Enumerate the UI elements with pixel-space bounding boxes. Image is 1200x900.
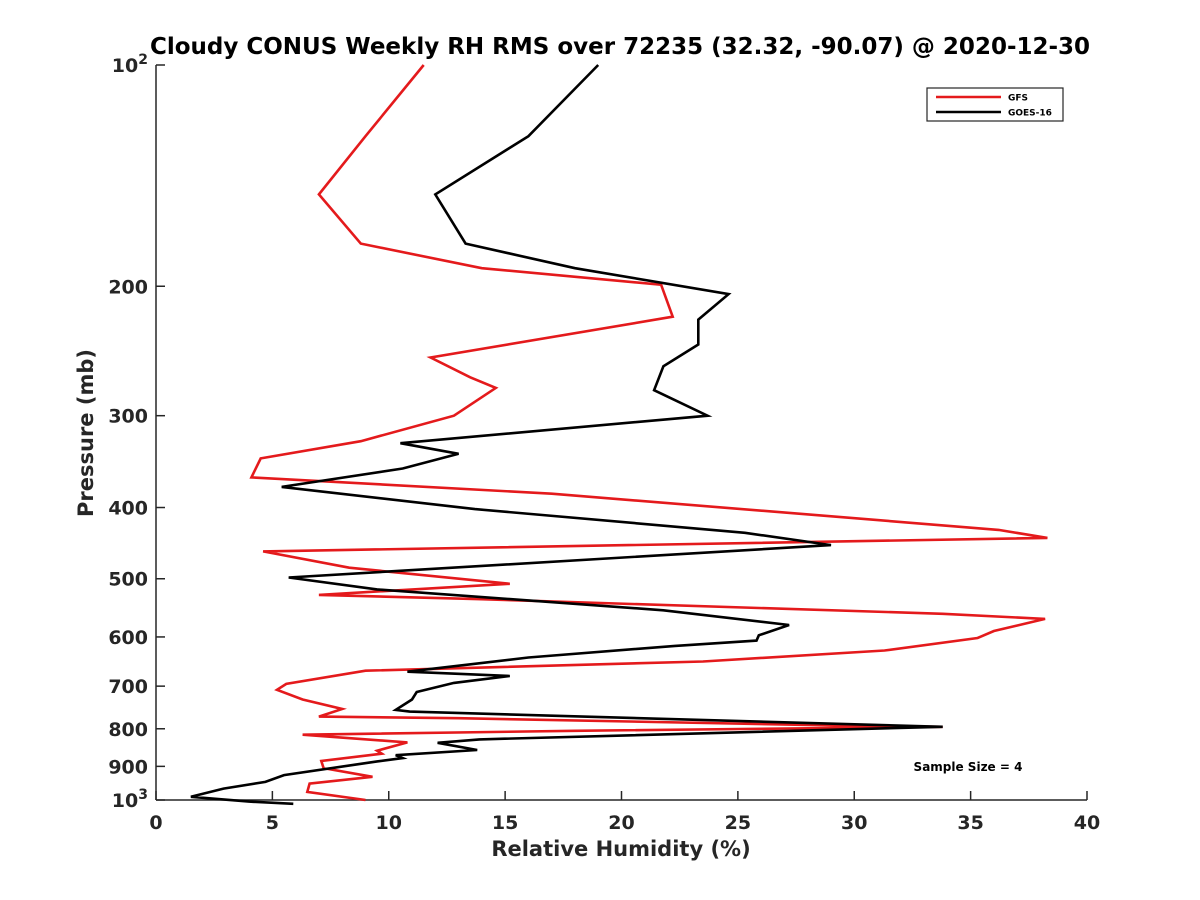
series-line-goes-16	[190, 64, 943, 806]
x-axis-title: Relative Humidity (%)	[491, 837, 750, 861]
y-ticks: 102 200 300 400 500 600 700 800 900 103	[108, 52, 165, 812]
x-tick-label: 20	[608, 812, 634, 834]
y-axis-title: Pressure (mb)	[74, 349, 98, 517]
y-tick-label: 500	[108, 569, 148, 591]
y-tick-label: 300	[108, 406, 148, 428]
x-ticks: 0 5 10 15 20 25 30 35 40	[149, 791, 1100, 834]
y-tick-label: 700	[108, 676, 148, 698]
sample-size-annotation: Sample Size = 4	[914, 760, 1023, 774]
chart-title: Cloudy CONUS Weekly RH RMS over 72235 (3…	[150, 34, 1090, 60]
x-tick-label: 5	[266, 812, 279, 834]
legend-label-goes-16: GOES-16	[1008, 109, 1052, 119]
x-tick-label: 30	[841, 812, 867, 834]
plot-area	[155, 65, 1087, 801]
x-tick-label: 15	[492, 812, 518, 834]
x-tick-label: 40	[1074, 812, 1100, 834]
y-tick-label: 103	[112, 787, 148, 812]
legend-label-gfs: GFS	[1008, 94, 1028, 104]
legend: GFS GOES-16	[926, 87, 1064, 122]
y-tick-label: 102	[112, 52, 148, 77]
series-line-gfs	[249, 64, 1048, 802]
series-layer	[190, 64, 1048, 806]
y-tick-label: 800	[108, 719, 148, 741]
y-tick-label: 600	[108, 627, 148, 649]
y-tick-label: 200	[108, 276, 148, 298]
x-tick-label: 10	[376, 812, 402, 834]
x-tick-label: 0	[149, 812, 162, 834]
y-tick-label: 900	[108, 756, 148, 778]
x-tick-label: 35	[957, 812, 983, 834]
y-tick-label: 400	[108, 498, 148, 520]
legend-box	[926, 87, 1064, 122]
x-tick-label: 25	[725, 812, 751, 834]
